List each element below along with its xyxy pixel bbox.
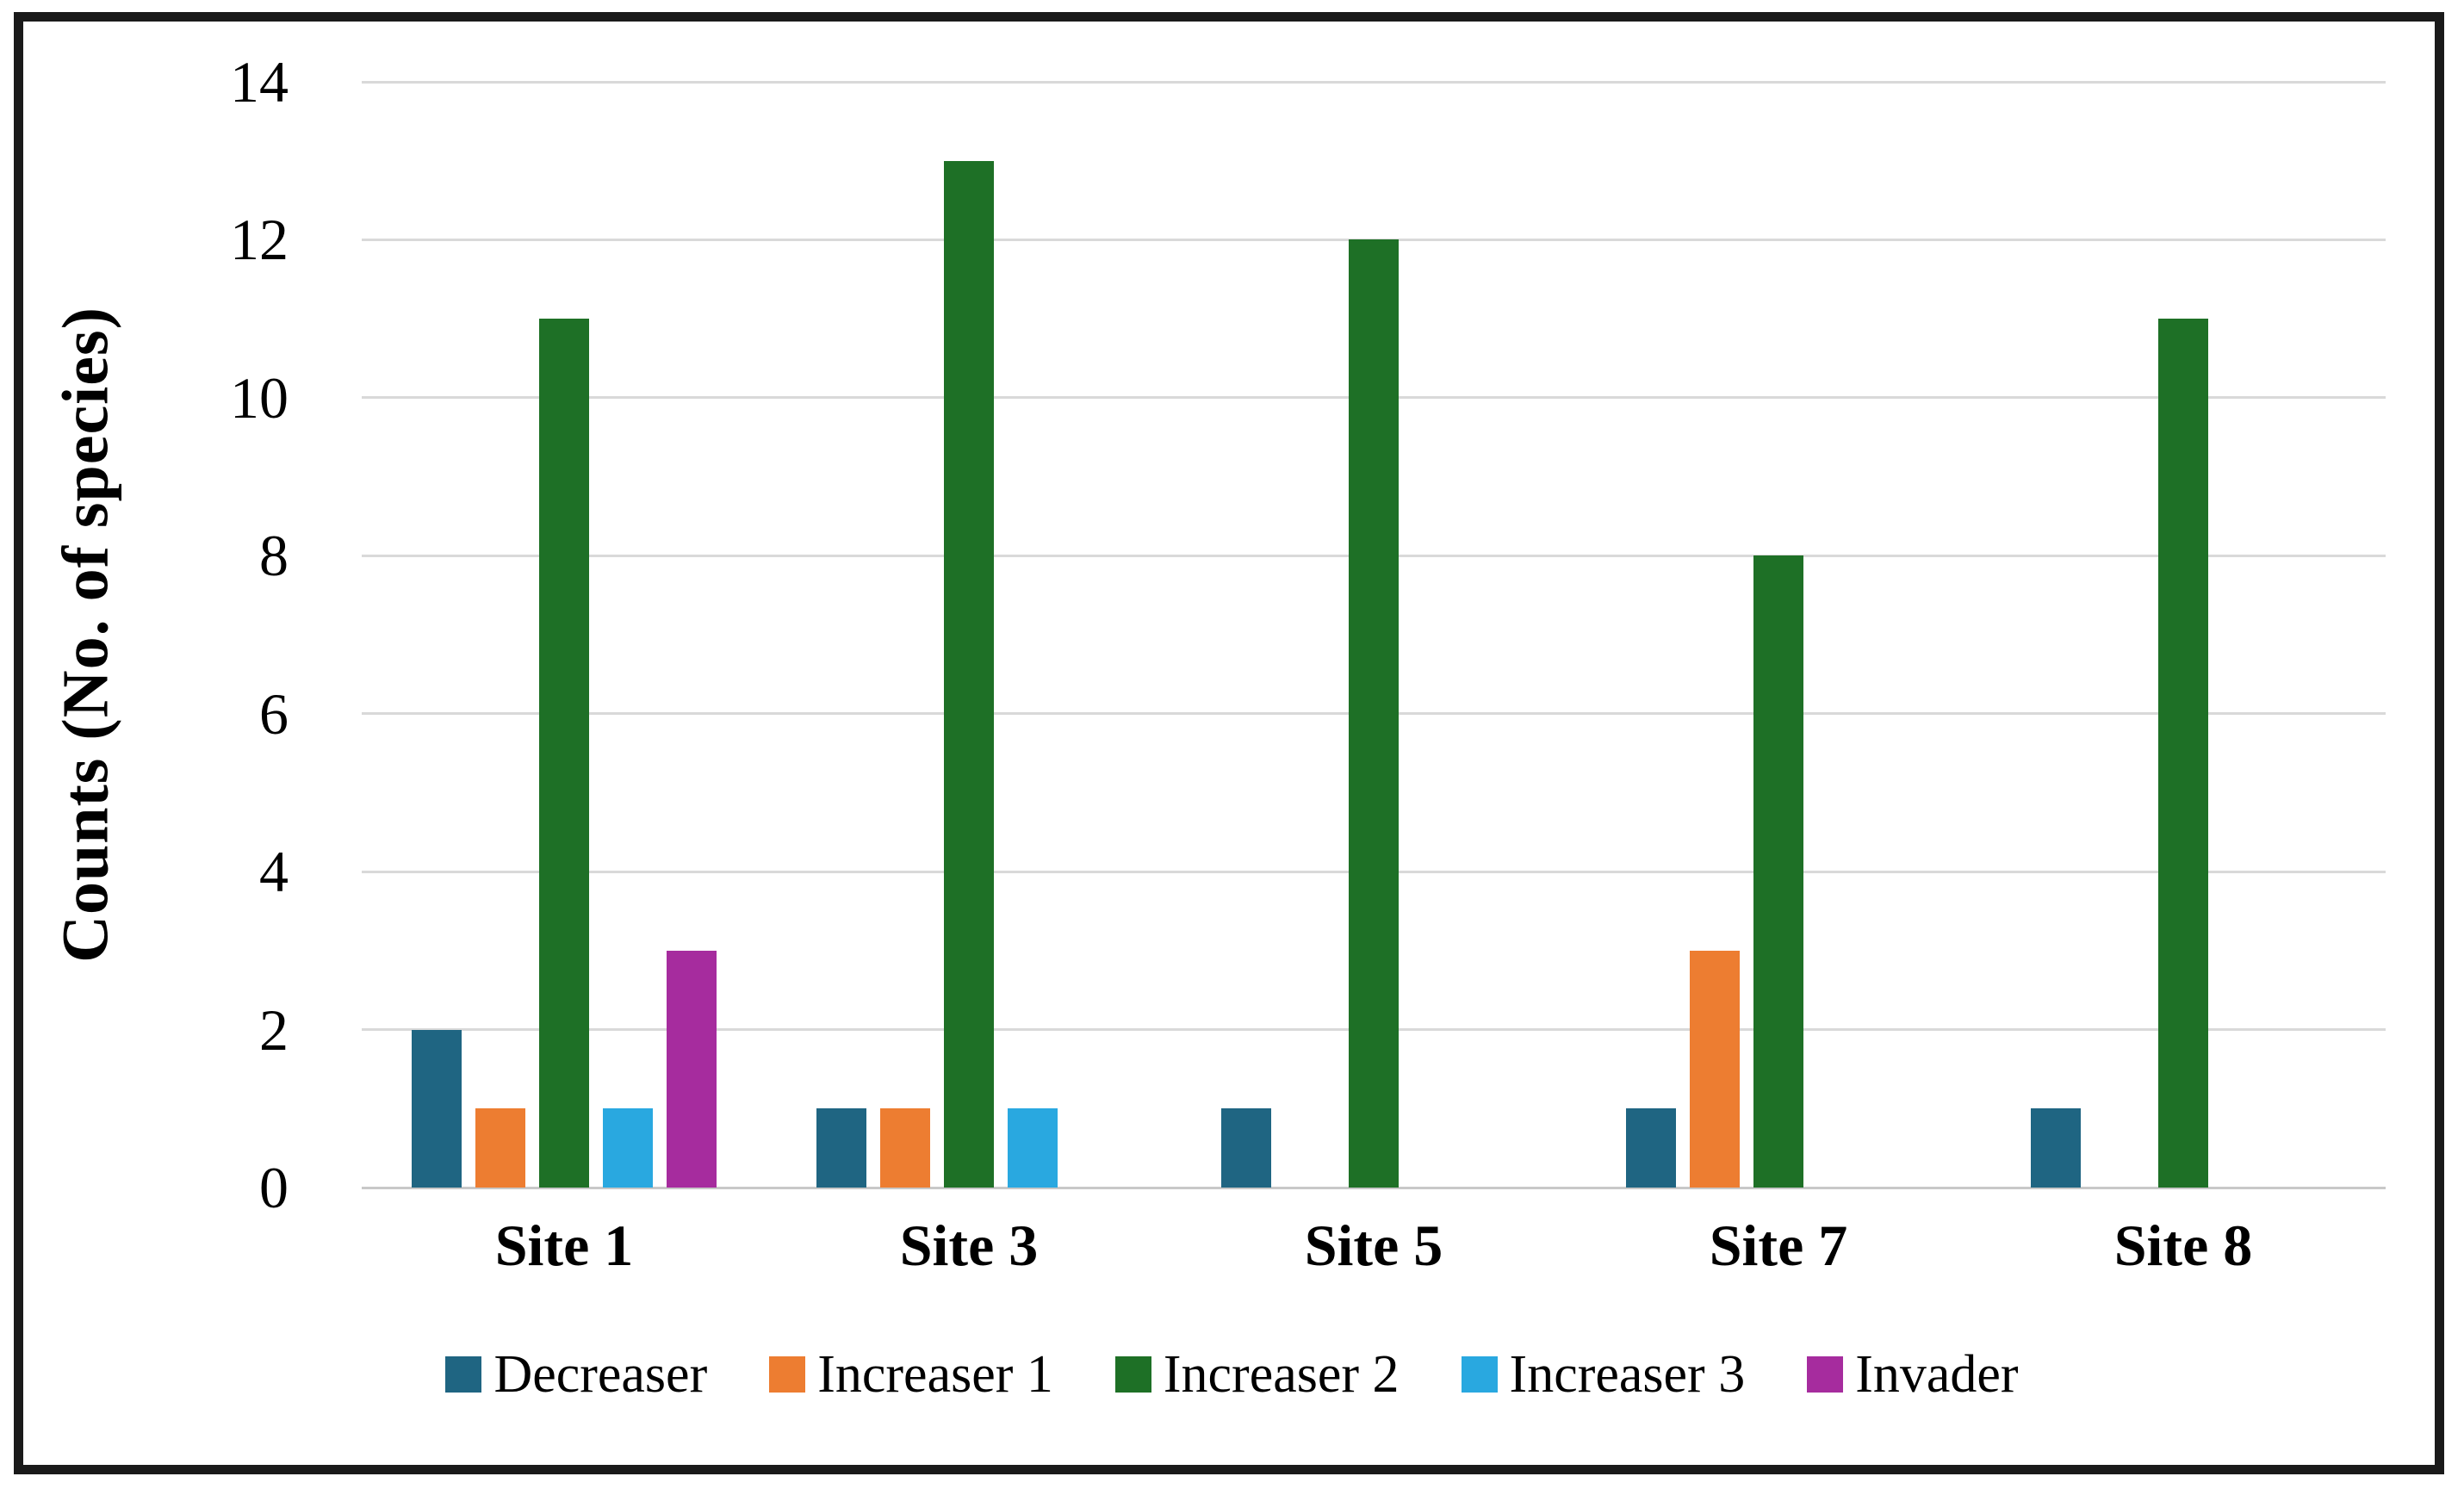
plot-area [362,80,2386,1189]
y-axis-tick-label-8: 8 [259,523,289,589]
bar-increaser-3-site-1 [603,1108,653,1188]
legend-label-increaser-2: Increaser 2 [1163,1345,1400,1404]
legend-swatch-invader [1807,1356,1844,1393]
x-axis-labels: Site 1 Site 3 Site 5 Site 7 Site 8 [362,1216,2386,1293]
y-axis-tick-label-10: 10 [230,364,289,431]
x-axis-label-site-5: Site 5 [1304,1213,1443,1278]
bar-increaser-1-site-3 [880,1108,930,1188]
bar-decreaser-site-7 [1626,1108,1676,1188]
legend-label-decreaser: Decreaser [493,1345,708,1404]
legend-swatch-increaser-1 [769,1356,806,1393]
legend-label-increaser-1: Increaser 1 [817,1345,1053,1404]
x-axis-label-site-8: Site 8 [2113,1213,2253,1278]
y-axis-tick-label-6: 6 [259,680,289,747]
bar-increaser-3-site-3 [1008,1108,1058,1188]
bar-invader-site-1 [667,950,717,1188]
gridline-y-14 [362,80,2386,84]
bar-increaser-2-site-7 [1753,555,1803,1188]
x-axis-label-site-3: Site 3 [899,1213,1039,1278]
bar-group-site-1 [412,319,717,1188]
bar-group-site-3 [816,160,1121,1188]
bar-increaser-2-site-1 [539,319,589,1188]
bar-group-site-8 [2031,319,2336,1188]
x-axis-label-site-7: Site 7 [1709,1213,1848,1278]
bar-increaser-1-site-1 [475,1108,525,1188]
bar-decreaser-site-1 [412,1029,462,1188]
y-axis-ticks: 0 2 4 6 8 10 12 14 [155,53,327,1217]
bar-increaser-2-site-5 [1349,239,1399,1188]
legend-item-increaser-1: Increaser 1 [769,1348,1053,1401]
legend-label-increaser-3: Increaser 3 [1509,1345,1746,1404]
legend-item-increaser-3: Increaser 3 [1461,1345,1746,1404]
legend-swatch-decreaser [445,1356,482,1393]
bar-increaser-2-site-3 [944,160,994,1188]
y-axis-title: Counts (No. of species) [49,307,122,963]
bar-group-site-5 [1221,239,1526,1188]
chart-frame [14,12,2444,1474]
legend-label-invader: Invader [1855,1345,2019,1404]
legend-swatch-increaser-3 [1461,1356,1498,1393]
legend: Decreaser Increaser 1 Increaser 2 Increaser… [23,1348,2441,1401]
y-axis-tick-label-4: 4 [259,839,289,905]
bar-decreaser-site-5 [1221,1108,1271,1188]
y-axis-tick-label-14: 14 [230,49,289,115]
bar-increaser-2-site-8 [2158,319,2208,1188]
bar-group-site-7 [1626,555,1931,1188]
bar-decreaser-site-3 [816,1108,866,1188]
gridline-y-0 [362,1186,2386,1189]
bar-increaser-1-site-7 [1690,950,1740,1188]
y-axis-tick-label-2: 2 [259,996,289,1063]
x-axis-label-site-1: Site 1 [494,1213,634,1278]
legend-swatch-increaser-2 [1114,1356,1151,1393]
bar-decreaser-site-8 [2031,1108,2081,1188]
y-axis-tick-label-12: 12 [230,207,289,273]
legend-item-invader: Invader [1807,1345,2019,1404]
legend-item-decreaser: Decreaser [445,1348,707,1401]
legend-item-increaser-2: Increaser 2 [1114,1345,1400,1404]
y-axis-tick-label-0: 0 [259,1155,289,1220]
